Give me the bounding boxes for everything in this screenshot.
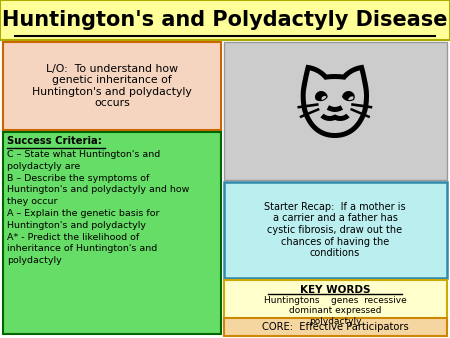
Text: CORE:  Effective Participators: CORE: Effective Participators — [261, 322, 409, 332]
Text: Huntingtons    genes  recessive
dominant expressed
polydactyly: Huntingtons genes recessive dominant exp… — [264, 296, 406, 326]
FancyBboxPatch shape — [224, 280, 447, 326]
Text: Huntington's and Polydactyly Disease: Huntington's and Polydactyly Disease — [2, 10, 448, 30]
Text: L/O:  To understand how
genetic inheritance of
Huntington's and polydactyly
occu: L/O: To understand how genetic inheritan… — [32, 64, 192, 108]
Text: Success Criteria:: Success Criteria: — [7, 136, 102, 146]
FancyBboxPatch shape — [224, 42, 447, 180]
FancyBboxPatch shape — [224, 182, 447, 278]
Text: Starter Recap:  If a mother is
a carrier and a father has
cystic fibrosis, draw : Starter Recap: If a mother is a carrier … — [264, 202, 406, 258]
Text: 🐱: 🐱 — [295, 74, 375, 148]
FancyBboxPatch shape — [3, 132, 221, 334]
Text: C – State what Huntington's and
polydactyly are
B – Describe the symptoms of
Hun: C – State what Huntington's and polydact… — [7, 150, 189, 265]
FancyBboxPatch shape — [0, 0, 450, 40]
FancyBboxPatch shape — [3, 42, 221, 130]
Text: KEY WORDS: KEY WORDS — [300, 285, 370, 295]
FancyBboxPatch shape — [224, 318, 447, 336]
